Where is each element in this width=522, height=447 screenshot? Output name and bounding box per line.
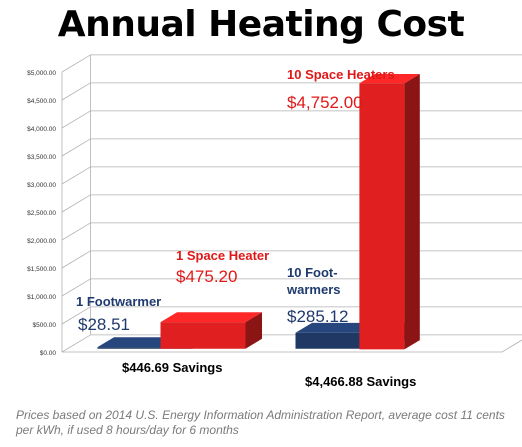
series-label: 1 Space Heater	[176, 248, 269, 263]
y-tick-label: $1,500.00	[27, 266, 56, 273]
series-label: 1 Footwarmer	[76, 294, 161, 309]
bar	[160, 322, 246, 349]
data-label: $4,752.00	[287, 93, 363, 112]
series-label: 10 Foot-	[287, 265, 338, 280]
y-tick-label: $3,000.00	[27, 182, 56, 189]
y-tick-label: $3,500.00	[27, 154, 56, 161]
data-label: $475.20	[176, 267, 237, 286]
footnote: Prices based on 2014 U.S. Energy Informa…	[16, 408, 505, 437]
bar-top	[359, 74, 420, 84]
bar-side	[404, 74, 420, 350]
y-tick-label: $500.00	[33, 322, 57, 329]
gridline	[61, 194, 522, 213]
savings-label: $446.69 Savings	[122, 360, 222, 375]
y-tick-label: $1,000.00	[27, 294, 56, 301]
gridline	[61, 110, 522, 129]
y-tick-label: $0.00	[40, 350, 57, 357]
y-tick-label: $5,000.00	[27, 70, 56, 77]
floor-edge	[62, 339, 522, 353]
bar-top	[160, 312, 262, 323]
series-label: 10 Space Heaters	[287, 67, 395, 82]
series-label: warmers	[286, 282, 340, 297]
bar	[359, 83, 405, 350]
bar-side	[245, 312, 262, 349]
y-tick-label: $4,000.00	[27, 126, 56, 133]
gridline	[61, 138, 522, 157]
chart-title: Annual Heating Cost	[57, 4, 465, 45]
y-tick-label: $2,000.00	[27, 238, 56, 245]
y-tick-label: $2,500.00	[27, 210, 56, 217]
data-label: $28.51	[78, 315, 130, 334]
gridline	[61, 166, 522, 185]
data-label: $285.12	[287, 307, 348, 326]
y-tick-label: $4,500.00	[27, 98, 56, 105]
gridline	[61, 222, 522, 241]
savings-label: $4,466.88 Savings	[305, 374, 416, 389]
